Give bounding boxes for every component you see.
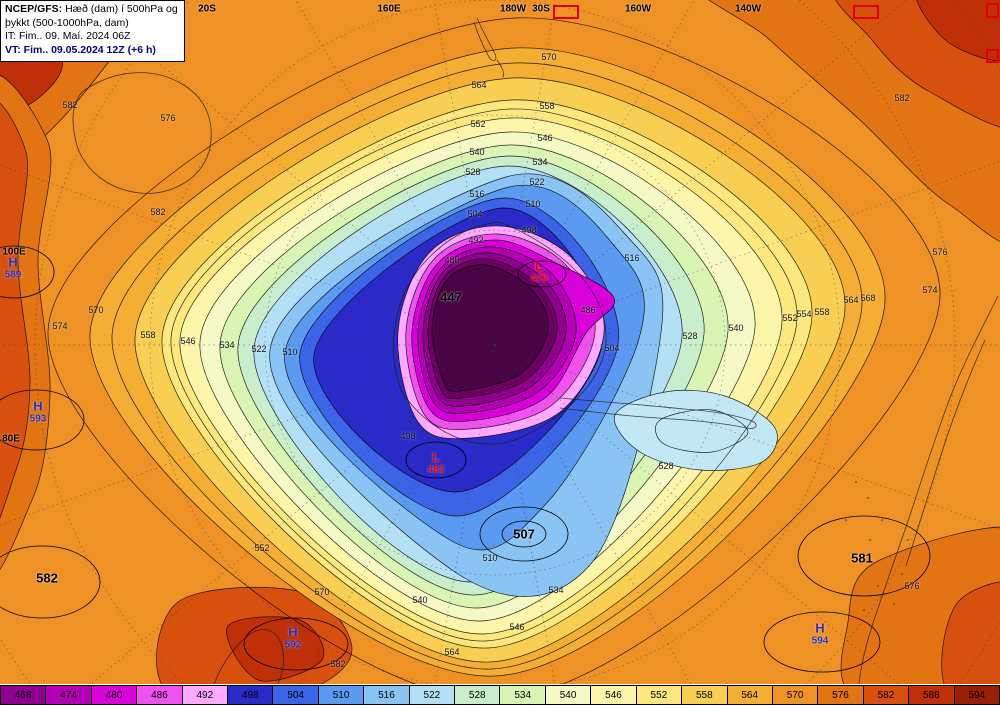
colorbar-cell: 474 xyxy=(46,686,92,704)
colorbar-value: 546 xyxy=(605,689,622,701)
title-line: NCEP/GFS: Hæð (dam) í 500hPa og xyxy=(5,3,178,17)
colorbar-cell: 510 xyxy=(318,686,365,704)
title-box: NCEP/GFS: Hæð (dam) í 500hPa og þykkt (5… xyxy=(0,0,185,62)
colorbar-cell: 504 xyxy=(273,686,319,704)
colorbar-value: 570 xyxy=(786,689,804,701)
colorbar-cell: 528 xyxy=(455,686,501,704)
init-time: IT: Fim.. 09. Maí. 2024 06Z xyxy=(5,30,131,43)
colorbar-value: 564 xyxy=(741,689,759,701)
colorbar-value: 558 xyxy=(695,689,713,701)
colorbar-cell: 468 xyxy=(1,686,47,704)
valid-time: VT: Fim.. 09.05.2024 12Z (+6 h) xyxy=(5,43,156,56)
colorbar-value: 534 xyxy=(514,689,532,701)
colorbar-value: 468 xyxy=(14,689,32,701)
colorbar-value: 498 xyxy=(241,689,259,701)
colorbar-cell: 540 xyxy=(545,686,592,704)
colorbar-value: 594 xyxy=(968,689,986,701)
title-line2: þykkt (500-1000hPa, dam) xyxy=(5,16,129,29)
product-name: NCEP/GFS: xyxy=(5,3,63,15)
colorbar-cell: 558 xyxy=(682,686,728,704)
graticule xyxy=(0,0,1000,684)
colorbar-cell: 546 xyxy=(591,686,637,704)
colorbar-cell: 576 xyxy=(818,686,864,704)
colorbar-cell: 564 xyxy=(727,686,773,704)
colorbar-value: 540 xyxy=(559,689,577,701)
colorbar-cell: 594 xyxy=(954,686,999,704)
colorbar-value: 504 xyxy=(287,689,304,701)
colorbar: 468 474 480 486 492 498 504 510 516 522 528 534 540 5… xyxy=(0,685,1000,705)
colorbar-cell: 588 xyxy=(909,686,955,704)
colorbar-value: 582 xyxy=(877,689,895,701)
colorbar-cell: 522 xyxy=(409,686,456,704)
colorbar-cell: 486 xyxy=(137,686,183,704)
colorbar-cell: 534 xyxy=(500,686,546,704)
coastlines xyxy=(72,17,999,684)
colorbar-value: 474 xyxy=(60,689,77,701)
colorbar-value: 522 xyxy=(423,689,441,701)
colorbar-cell: 492 xyxy=(182,686,229,704)
colorbar-value: 510 xyxy=(332,689,350,701)
colorbar-cell: 498 xyxy=(228,686,274,704)
colorbar-value: 492 xyxy=(196,689,214,701)
colorbar-value: 486 xyxy=(151,689,168,701)
colorbar-cell: 552 xyxy=(636,686,683,704)
colorbar-cell: 582 xyxy=(863,686,910,704)
colorbar-value: 528 xyxy=(468,689,486,701)
weather-map xyxy=(0,0,1000,684)
colorbar-wrap: 468 474 480 486 492 498 504 510 516 522 528 534 540 5… xyxy=(0,684,1000,709)
colorbar-cell: 516 xyxy=(364,686,410,704)
colorbar-value: 588 xyxy=(922,689,940,701)
colorbar-value: 576 xyxy=(832,689,849,701)
colorbar-value: 480 xyxy=(105,689,123,701)
contour-bands xyxy=(0,0,1000,684)
colorbar-cell: 570 xyxy=(772,686,819,704)
colorbar-cell: 480 xyxy=(91,686,138,704)
colorbar-value: 516 xyxy=(378,689,395,701)
colorbar-value: 552 xyxy=(650,689,668,701)
title-text: Hæð (dam) í 500hPa og xyxy=(62,3,178,15)
